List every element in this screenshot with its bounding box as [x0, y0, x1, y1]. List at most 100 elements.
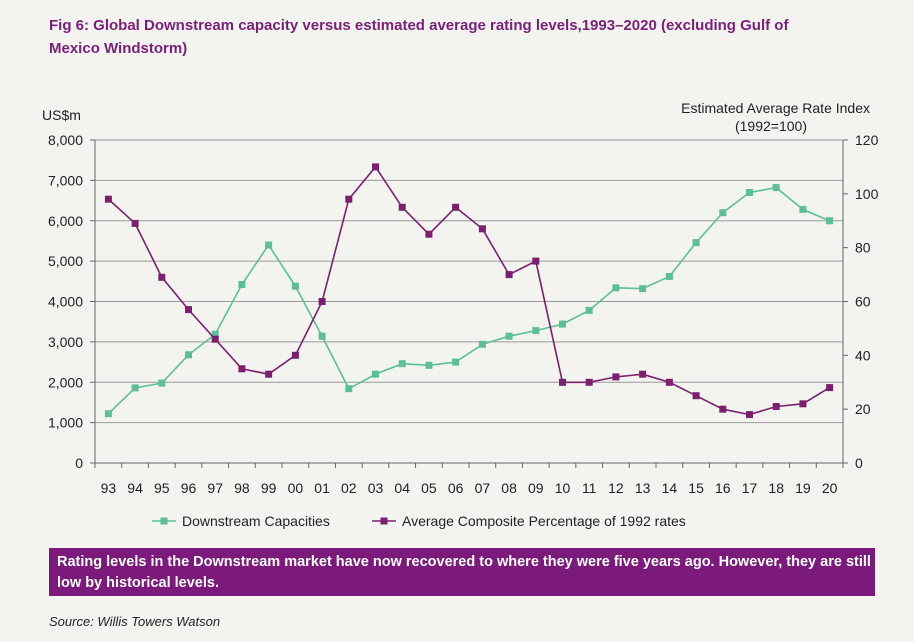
legend-label: Average Composite Percentage of 1992 rat…: [402, 513, 686, 529]
data-point-marker: [692, 239, 700, 247]
data-point-marker: [185, 351, 192, 359]
data-point-marker: [104, 410, 112, 418]
right-tick-label: 120: [855, 132, 879, 148]
data-point-marker: [719, 405, 727, 413]
line-chart: 0 1,000 2,000 3,000 4,000 5,000 6,000 7,000 8,00…: [42, 100, 879, 529]
x-tick-label: 17: [742, 480, 758, 496]
x-tick-label: 08: [501, 480, 517, 496]
data-point-marker: [478, 340, 486, 348]
data-point-marker: [692, 392, 700, 400]
left-tick-label: 5,000: [48, 253, 83, 269]
right-axis-label-line1: Estimated Average Rate Index: [681, 100, 870, 116]
legend-label: Downstream Capacities: [182, 513, 330, 529]
data-point-marker: [291, 282, 299, 290]
data-point-marker: [799, 205, 807, 213]
right-axis-label-line2: (1992=100): [735, 118, 807, 134]
data-point-marker: [719, 209, 727, 217]
left-tick-label: 3,000: [48, 334, 83, 350]
data-point-marker: [238, 365, 246, 373]
x-tick-label: 19: [795, 480, 811, 496]
x-tick-label: 96: [181, 480, 197, 496]
series-downstream-capacities: [104, 184, 834, 418]
data-point-marker: [665, 378, 673, 386]
x-tick-label: 02: [341, 480, 357, 496]
data-point-marker: [425, 230, 433, 238]
x-tick-label: 06: [448, 480, 464, 496]
callout-note: Rating levels in the Downstream market h…: [49, 548, 875, 596]
data-point-marker: [639, 285, 647, 293]
data-point-marker: [291, 351, 299, 359]
data-point-marker: [746, 189, 753, 196]
data-point-marker: [211, 335, 219, 343]
left-tick-label: 1,000: [48, 415, 83, 431]
right-tick-label: 100: [855, 186, 879, 202]
right-tick-label: 0: [855, 455, 863, 471]
data-point-marker: [185, 306, 192, 314]
x-tick-label: 15: [688, 480, 704, 496]
data-point-marker: [799, 400, 807, 408]
data-point-marker: [345, 385, 353, 393]
left-tick-label: 6,000: [48, 213, 83, 229]
x-tick-label: 10: [555, 480, 571, 496]
data-point-marker: [532, 257, 540, 265]
data-point-marker: [532, 327, 540, 335]
x-tick-label: 94: [127, 480, 143, 496]
data-point-marker: [425, 361, 433, 369]
data-point-marker: [211, 330, 219, 338]
legend-marker: [380, 517, 388, 525]
data-point-marker: [505, 271, 513, 279]
data-point-marker: [318, 332, 326, 340]
x-tick-label: 95: [154, 480, 170, 496]
x-tick-label: 04: [394, 480, 410, 496]
data-point-marker: [398, 203, 406, 211]
legend: Downstream Capacities Average Composite P…: [152, 513, 686, 529]
data-point-marker: [265, 370, 273, 378]
series-line: [107, 165, 831, 416]
data-point-marker: [104, 195, 112, 203]
source-note: Source: Willis Towers Watson: [49, 614, 221, 629]
data-point-marker: [505, 332, 513, 340]
data-point-marker: [478, 225, 486, 233]
data-point-marker: [639, 370, 647, 378]
x-tick-label: 20: [822, 480, 838, 496]
data-point-marker: [372, 370, 379, 378]
data-point-marker: [158, 379, 166, 387]
left-tick-label: 2,000: [48, 374, 83, 390]
x-tick-label: 14: [662, 480, 678, 496]
data-point-marker: [559, 378, 566, 386]
x-tick-label: 12: [608, 480, 624, 496]
left-tick-label: 0: [75, 455, 83, 471]
data-point-marker: [585, 306, 593, 314]
data-point-marker: [612, 373, 620, 381]
left-tick-label: 8,000: [48, 132, 83, 148]
data-point-marker: [772, 184, 780, 192]
x-tick-label: 01: [314, 480, 330, 496]
series-line: [107, 186, 830, 415]
right-tick-label: 40: [855, 347, 871, 363]
data-point-marker: [612, 284, 620, 292]
x-tick-label: 05: [421, 480, 437, 496]
data-point-marker: [826, 384, 834, 392]
left-axis-ticks: 0 1,000 2,000 3,000 4,000 5,000 6,000 7,000 8,00…: [48, 132, 95, 471]
legend-marker: [160, 517, 168, 525]
left-axis-label: US$m: [42, 107, 81, 123]
gridlines: [95, 139, 843, 424]
data-point-marker: [318, 298, 326, 305]
chart-title: Fig 6: Global Downstream capacity versus…: [49, 17, 789, 57]
data-point-marker: [452, 358, 460, 366]
left-tick-label: 4,000: [48, 294, 83, 310]
data-point-marker: [826, 217, 834, 225]
series-layer: [104, 163, 834, 419]
right-axis-ticks: 0 20 40 60 80 100 120: [843, 132, 879, 471]
x-tick-label: 09: [528, 480, 544, 496]
data-point-marker: [238, 281, 246, 288]
data-point-marker: [158, 273, 166, 281]
x-tick-label: 16: [715, 480, 731, 496]
x-tick-label: 18: [768, 480, 784, 496]
data-point-marker: [665, 273, 673, 280]
data-point-marker: [585, 378, 593, 386]
data-point-marker: [452, 203, 460, 211]
data-point-marker: [131, 384, 139, 392]
x-tick-label: 00: [288, 480, 304, 496]
left-tick-label: 7,000: [48, 172, 83, 188]
